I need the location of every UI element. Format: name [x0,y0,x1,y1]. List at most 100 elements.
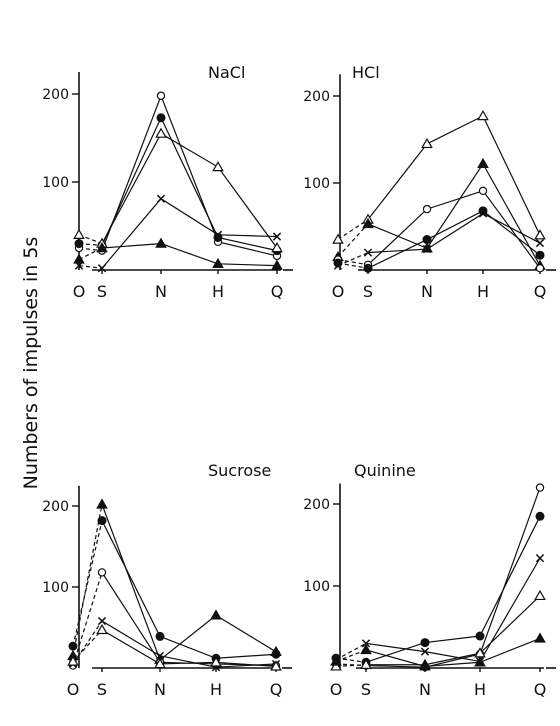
series-line [365,487,541,668]
x-tick-label: H [477,282,489,301]
x-tick-label: N [419,680,431,699]
x-tick-label: S [361,680,371,699]
series-filled-circle [331,511,545,667]
data-point-filled-triangle [330,655,342,666]
series-line-dashed [337,258,369,266]
series-line-dashed [335,657,367,663]
series-filled-circle [74,113,282,256]
x-tick-label: O [73,282,86,301]
data-point-filled-triangle [360,643,372,655]
series-line-dashed [337,252,369,267]
x-tick-label: O [67,680,80,699]
series-line [101,242,278,267]
series-filled-triangle [73,237,283,270]
data-point-open-triangle [421,137,433,149]
data-point-cross [333,261,343,270]
data-point-open-triangle [67,655,79,666]
data-point-cross [478,209,488,218]
series-line [101,132,278,249]
data-point-filled-circle [363,263,373,273]
data-point-cross [363,248,373,257]
series-line-dashed [72,504,103,656]
data-point-filled-triangle [477,157,489,169]
series-open-circle [333,186,545,273]
x-tick-label: Q [271,282,284,301]
series-line-dashed [72,620,103,665]
data-point-cross [361,639,371,648]
series-line [101,520,277,659]
x-tick-label: Q [534,680,547,699]
data-point-cross [535,238,545,248]
series-cross [74,194,282,273]
data-point-filled-triangle [271,259,283,270]
panel-title: NaCl [208,63,245,82]
panel-title: HCl [352,63,380,82]
series-line [101,94,278,257]
data-point-open-circle [478,186,488,196]
data-point-open-triangle [212,161,224,172]
y-tick-label: 100 [303,176,330,192]
x-tick-label: N [421,282,433,301]
series-line [365,637,541,667]
y-tick-label: 200 [42,499,69,515]
panel-title: Quinine [354,461,416,480]
series-line [367,115,541,236]
series-line [367,210,541,269]
series-line-dashed [335,663,367,667]
chart-panel: 100 200 O S N H Q Sucrose [42,461,292,699]
x-tick-label: H [210,680,222,699]
data-point-filled-circle [68,641,78,651]
series-open-circle [331,483,545,672]
data-point-filled-circle [478,206,488,216]
series-line [366,595,541,666]
data-point-open-triangle [154,657,166,669]
series-line [101,620,277,668]
data-point-open-circle [97,568,107,577]
data-point-filled-triangle [419,660,431,671]
y-tick-label: 200 [303,89,330,105]
x-tick-label: Q [270,680,283,699]
series-filled-triangle [330,632,546,671]
data-point-open-triangle [271,241,283,253]
data-point-open-triangle [330,660,342,671]
y-tick-label: 100 [42,580,69,596]
series-line-dashed [335,664,367,667]
data-point-cross [535,553,545,563]
data-point-open-circle [535,264,545,273]
series-line [365,516,541,663]
y-tick-label: 200 [303,497,330,513]
series-open-triangle [73,127,283,253]
series-open-triangle [332,110,546,244]
data-point-filled-triangle [212,257,224,269]
series-filled-triangle [332,157,546,270]
series-open-circle [74,91,282,261]
data-point-filled-triangle [534,632,546,643]
series-line [101,197,278,269]
data-point-cross [97,264,107,273]
data-point-filled-triangle [96,241,108,253]
series-filled-circle [333,206,545,273]
series-line [101,504,277,661]
data-point-open-triangle [534,589,546,601]
data-point-filled-circle [271,649,281,659]
series-line [101,572,277,667]
x-tick-label: O [330,680,343,699]
y-tick-label: 100 [303,579,330,595]
data-point-filled-circle [156,113,166,123]
data-point-filled-circle [97,516,107,526]
series-open-triangle [330,589,546,671]
data-point-open-circle [156,91,166,100]
data-point-filled-triangle [73,253,85,264]
series-line-dashed [72,629,103,662]
data-point-open-circle [422,204,432,214]
y-axis-label: Numbers of impulses in 5s [20,237,42,490]
x-tick-label: S [363,282,373,301]
series-line [365,557,541,663]
x-tick-label: Q [534,282,547,301]
data-point-cross [213,230,223,239]
x-tick-label: O [332,282,345,301]
panel-title: Sucrose [208,461,271,480]
series-line-dashed [337,223,369,258]
data-point-open-triangle [210,656,222,667]
